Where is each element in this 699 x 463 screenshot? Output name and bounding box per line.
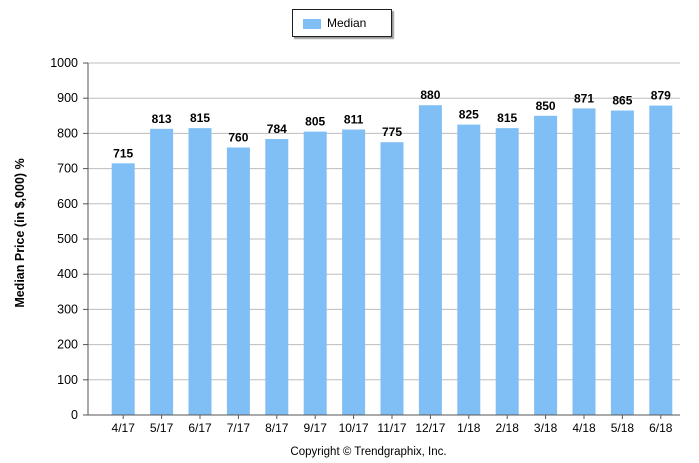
x-tick-label: 5/17 [150,421,174,435]
bar-value-label: 813 [152,112,172,126]
bar [380,142,404,415]
legend-swatch-median [303,19,321,29]
bar-value-label: 850 [536,99,556,113]
bar-value-label: 871 [574,91,594,105]
x-tick-label: 5/18 [611,421,635,435]
bar [150,128,174,415]
bar [226,147,250,416]
y-tick-label: 500 [57,232,78,246]
bar [303,131,327,415]
bar [111,163,135,415]
y-tick-label: 300 [57,302,78,316]
copyright-footer: Copyright © Trendgraphix, Inc. [0,446,699,458]
x-tick-label: 6/18 [649,421,673,435]
bar [188,128,212,415]
bar [265,139,289,416]
x-tick-label: 1/18 [457,421,481,435]
bar-value-label: 815 [190,111,210,125]
chart-legend: Median [292,9,392,37]
bar [457,124,481,415]
bar [610,110,634,416]
y-tick-label: 700 [57,162,78,176]
bar-value-label: 815 [497,111,517,125]
x-axis-ticks: 4/17 5/17 6/17 7/17 8/17 9/17 10/17 11/17 12/17 1… [112,415,673,435]
x-tick-label: 3/18 [534,421,558,435]
bar [649,105,673,415]
bar [572,108,596,416]
y-tick-label: 100 [57,373,78,387]
bar-value-label: 805 [305,115,325,129]
x-tick-label: 9/17 [304,421,328,435]
bar [418,105,442,416]
data-labels: 715 813 815 760 784 805 811 775 880 825 815 850 871 8… [113,88,671,160]
bar-value-label: 811 [344,113,364,127]
copyright-text: Copyright © Trendgraphix, Inc. [290,446,447,458]
x-tick-label: 12/17 [415,421,445,435]
x-tick-label: 4/17 [112,421,136,435]
x-tick-label: 10/17 [339,421,369,435]
bar-value-label: 825 [459,108,479,122]
bar-value-label: 715 [113,146,133,160]
x-tick-label: 6/17 [188,421,212,435]
bar-value-label: 865 [612,94,632,108]
bar [495,128,519,415]
y-tick-label: 1000 [50,56,78,70]
legend-label-median: Median [327,16,367,30]
y-axis-ticks: 0 100 200 300 400 500 600 700 800 900 1000 [50,56,88,422]
bar-value-label: 880 [420,88,440,102]
bar [534,115,558,416]
bar-value-label: 760 [228,130,248,144]
bar-value-label: 879 [651,89,671,103]
bars [111,105,673,416]
y-tick-label: 800 [57,126,78,140]
y-tick-label: 200 [57,338,78,352]
bar-value-label: 775 [382,125,402,139]
y-tick-label: 900 [57,91,78,105]
x-tick-label: 7/17 [227,421,251,435]
x-tick-label: 8/17 [265,421,289,435]
y-tick-label: 400 [57,267,78,281]
x-tick-label: 2/18 [496,421,520,435]
x-tick-label: 11/17 [377,421,406,435]
x-tick-label: 4/18 [572,421,596,435]
bar-value-label: 784 [267,122,287,136]
y-tick-label: 600 [57,197,78,211]
bar [342,129,366,415]
y-tick-label: 0 [71,408,78,422]
